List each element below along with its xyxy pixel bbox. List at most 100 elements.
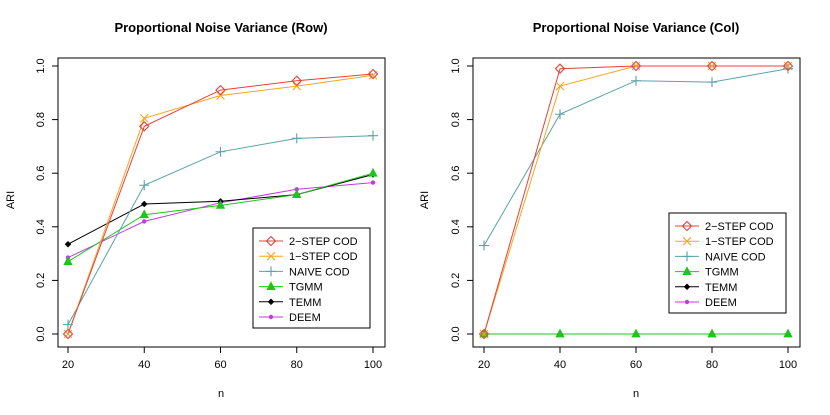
data-point-2-step-cod: [554, 63, 566, 74]
y-tick-label: 0.2: [35, 273, 47, 288]
legend-marker-naive-cod: [682, 251, 692, 262]
data-point-tgmm: [139, 209, 149, 219]
x-tick-label: 20: [478, 359, 490, 371]
data-point-1-step-cod: [216, 91, 225, 100]
legend-label-temm: TEMM: [289, 297, 321, 309]
chart-panel-row: Proportional Noise Variance (Row) 20 40 60 8…: [5, 20, 386, 400]
data-point-tgmm: [215, 200, 226, 209]
legend-label-deem: DEEM: [705, 297, 737, 309]
y-tick-label: 0.8: [450, 112, 462, 127]
x-tick-label: 40: [554, 359, 566, 371]
data-point-2-step-cod: [478, 328, 490, 340]
y-axis-label: ARI: [419, 191, 431, 209]
x-tick-label: 100: [364, 359, 382, 371]
x-tick-label: 80: [291, 359, 303, 371]
legend-label-1-step-cod: 1−STEP COD: [705, 236, 774, 248]
data-point-2-step-cod: [706, 60, 718, 72]
legend-label-tgmm: TGMM: [289, 282, 323, 294]
legend-marker-temm: [683, 283, 691, 291]
y-axis-label: ARI: [5, 191, 17, 209]
x-axis-label: n: [633, 388, 639, 400]
series-line-2-step-cod: [67, 73, 374, 335]
data-point-naive-cod: [368, 130, 378, 141]
legend-marker-2-step-cod: [265, 235, 277, 247]
data-point-2-step-cod: [782, 60, 794, 72]
x-tick-label: 60: [214, 359, 226, 371]
data-point-1-step-cod: [783, 61, 793, 71]
x-tick-label: 40: [138, 359, 150, 371]
data-point-naive-cod: [63, 319, 73, 330]
data-point-naive-cod: [291, 133, 302, 144]
y-tick-label: 1.0: [450, 58, 462, 73]
data-point-naive-cod: [479, 240, 489, 251]
legend-label-2-step-cod: 2−STEP COD: [705, 221, 774, 233]
data-point-tgmm: [292, 189, 302, 199]
data-point-deem: [294, 187, 299, 192]
legend-marker-tgmm: [266, 281, 276, 291]
data-point-naive-cod: [215, 146, 226, 157]
chart-title: Proportional Noise Variance (Col): [533, 20, 740, 35]
x-tick-label: 100: [779, 359, 797, 371]
data-point-2-step-cod: [291, 75, 303, 87]
y-tick-label: 0.0: [35, 326, 47, 341]
x-tick-label: 80: [706, 359, 718, 371]
data-point-naive-cod: [631, 75, 641, 86]
data-point-naive-cod: [707, 77, 717, 88]
data-point-temm: [140, 200, 148, 208]
legend-marker-deem: [268, 314, 274, 320]
x-tick-label: 20: [62, 359, 74, 371]
data-point-1-step-cod: [555, 81, 565, 91]
data-point-2-step-cod: [138, 121, 150, 132]
y-tick-label: 0.4: [35, 219, 47, 234]
chart-panel-col: Proportional Noise Variance (Col) 20 40 60 8…: [419, 20, 801, 400]
y-tick-label: 0.8: [35, 112, 47, 127]
legend-label-naive-cod: NAIVE COD: [705, 251, 766, 263]
data-point-tgmm: [783, 328, 793, 338]
data-point-tgmm: [368, 167, 378, 177]
legend-label-naive-cod: NAIVE COD: [289, 266, 350, 278]
legend-marker-1-step-cod: [682, 236, 692, 246]
data-point-2-step-cod: [62, 328, 74, 340]
legend-marker-deem: [684, 299, 690, 305]
data-point-tgmm: [631, 328, 641, 338]
data-point-deem: [370, 180, 376, 185]
data-point-2-step-cod: [215, 84, 226, 96]
x-tick-label: 60: [630, 359, 642, 371]
legend-label-tgmm: TGMM: [705, 267, 739, 279]
data-point-tgmm: [63, 256, 73, 266]
y-tick-label: 1.0: [35, 58, 47, 73]
legend-marker-naive-cod: [266, 266, 276, 277]
data-point-naive-cod: [139, 180, 150, 191]
x-axis-label: n: [218, 388, 224, 400]
legend-label-temm: TEMM: [705, 282, 737, 294]
y-tick-label: 0.6: [35, 166, 47, 181]
y-tick-label: 0.6: [450, 166, 462, 181]
data-point-2-step-cod: [630, 60, 642, 72]
legend-marker-tgmm: [682, 266, 692, 276]
legend: 2−STEP COD 1−STEP COD NAIVE COD TGMM TEMM DEE…: [668, 212, 787, 314]
data-point-tgmm: [707, 328, 717, 338]
data-point-1-step-cod: [63, 329, 73, 339]
y-tick-label: 0.0: [450, 326, 462, 341]
data-point-1-step-cod: [479, 329, 489, 339]
data-point-1-step-cod: [707, 61, 717, 71]
data-point-temm: [64, 240, 72, 248]
chart-title: Proportional Noise Variance (Row): [114, 20, 327, 35]
legend-label-1-step-cod: 1−STEP COD: [289, 251, 358, 263]
data-point-1-step-cod: [631, 61, 641, 71]
data-point-1-step-cod: [139, 113, 149, 123]
legend-label-2-step-cod: 2−STEP COD: [289, 236, 358, 248]
data-point-tgmm: [555, 328, 565, 338]
data-point-1-step-cod: [292, 81, 302, 91]
data-point-deem: [142, 219, 147, 224]
y-tick-label: 0.4: [450, 219, 462, 234]
legend-marker-temm: [267, 298, 275, 306]
legend-label-deem: DEEM: [289, 312, 321, 324]
legend-marker-2-step-cod: [681, 220, 693, 232]
data-point-naive-cod: [555, 109, 565, 120]
legend-marker-1-step-cod: [266, 251, 276, 261]
data-point-2-step-cod: [367, 68, 379, 80]
legend: 2−STEP COD 1−STEP COD NAIVE COD TGMM TEMM DEE…: [252, 227, 371, 329]
y-tick-label: 0.2: [450, 273, 462, 288]
